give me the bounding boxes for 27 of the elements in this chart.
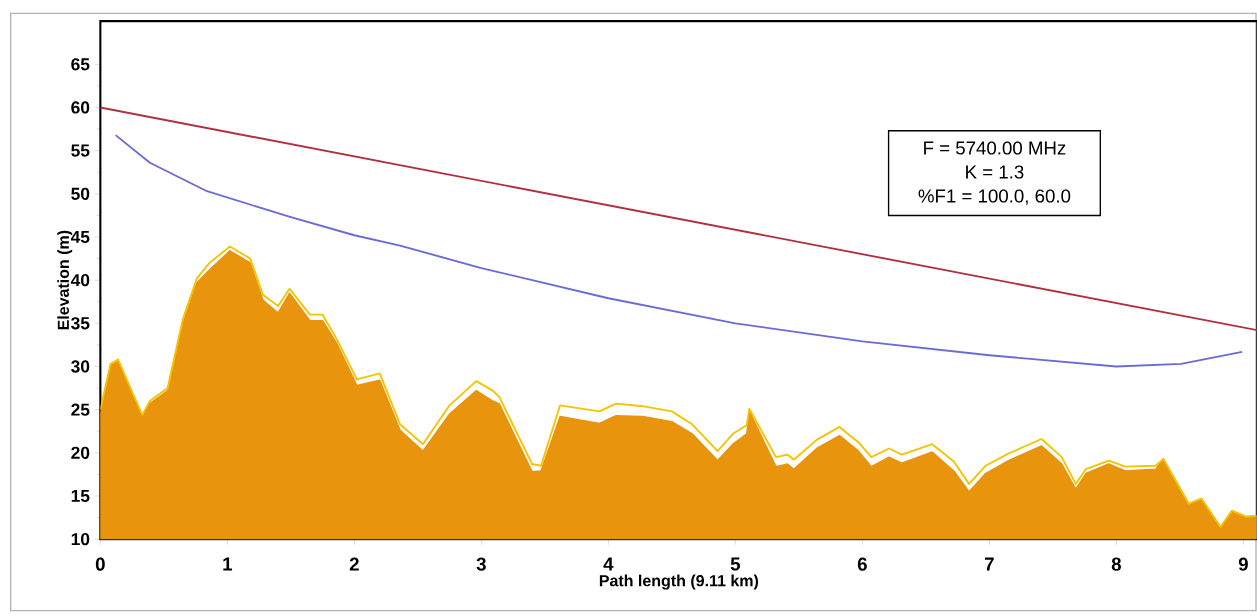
annotation: %F1 = 100.0, 60.0 — [918, 189, 1071, 205]
y-tick-label: 35 — [71, 317, 90, 330]
y-tick-label: 20 — [71, 446, 90, 459]
x-tick-label: 4 — [603, 557, 614, 571]
y-tick-label: 65 — [71, 58, 90, 71]
x-tick-label: 1 — [223, 557, 233, 571]
y-tick-label: 40 — [70, 274, 90, 287]
y-tick-label: 25 — [71, 403, 90, 416]
x-tick-label: 3 — [476, 557, 486, 571]
x-tick-label: 0 — [95, 557, 105, 571]
y-tick-label: 50 — [71, 187, 90, 200]
x-tick-label: 9 — [1238, 557, 1248, 571]
x-tick-label: 8 — [1111, 557, 1121, 571]
x-tick-label: 5 — [730, 557, 741, 571]
y-tick-label: 45 — [70, 230, 90, 244]
line-series — [114, 134, 1244, 368]
y-tick-label: 60 — [71, 101, 90, 114]
x-tick-label: 7 — [984, 557, 994, 571]
y-tick-label: 30 — [71, 360, 90, 373]
x-tick-label: 2 — [349, 557, 359, 571]
annotation: K = 1.3 — [966, 165, 1024, 179]
y-tick-label: 15 — [71, 489, 90, 503]
x-axis-title: Path length (9.11 km) — [599, 574, 759, 590]
annotation: F = 5740.00 MHz — [924, 141, 1066, 155]
y-tick-label: 10 — [71, 533, 90, 546]
y-tick-label: 55 — [71, 144, 90, 157]
x-tick-label: 6 — [857, 557, 867, 571]
